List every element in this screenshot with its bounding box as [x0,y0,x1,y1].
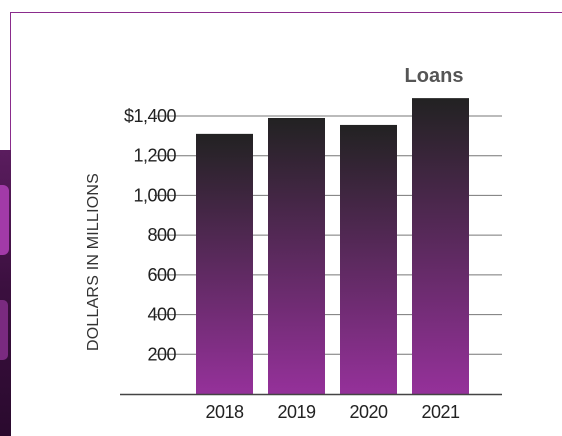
bar-2019 [268,117,325,394]
frame-top-rule [10,12,562,13]
x-tick-label: 2019 [277,402,316,422]
x-tick-label: 2018 [205,402,244,422]
bar-2020 [340,124,397,394]
x-tick-label: 2020 [349,402,388,422]
side-photo-strip [0,150,11,436]
bar-2018 [196,133,253,394]
x-tick-labels: 2018 2019 2020 2021 [205,402,460,422]
y-tick-label: 400 [147,305,176,325]
y-tick-label: 200 [147,344,176,364]
x-tick-label: 2021 [421,402,460,422]
y-tick-label: $1,400 [124,106,177,126]
chart-title: Loans [405,65,464,87]
bars [196,98,469,394]
y-tick-labels: 200 400 600 800 1,000 1,200 $1,400 [124,106,177,364]
side-photo-highlight [0,185,9,255]
y-tick-label: 1,000 [133,185,176,205]
y-axis-label: DOLLARS IN MILLIONS [85,173,102,351]
y-tick-label: 1,200 [133,146,176,166]
bar-2021 [412,98,469,394]
y-tick-label: 800 [147,225,176,245]
side-photo-highlight-lower [0,300,8,360]
y-tick-label: 600 [147,265,176,285]
